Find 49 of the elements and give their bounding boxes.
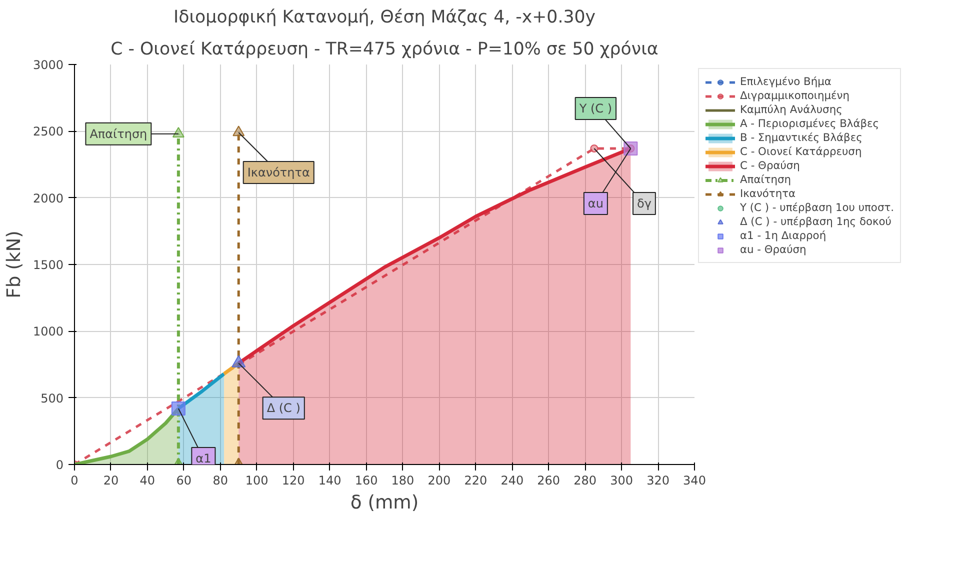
annotation: α1 [196,452,212,466]
annotation: Δ (C ) [266,401,300,416]
y-tick-label: 1500 [32,258,64,272]
x-tick-label: 320 [646,474,670,488]
x-tick-label: 260 [537,474,560,488]
x-tick-label: 60 [176,474,192,488]
y-tick-label: 3000 [32,58,64,72]
legend-label: Δ (C ) - υπέρβαση 1ης δοκού [740,215,892,228]
x-tick-label: 200 [428,474,451,488]
legend-label: A - Περιορισμένες Βλάβες [740,117,880,130]
x-tick-label: 100 [245,474,268,488]
y-axis-title: Fb (kN) [4,230,25,298]
x-tick-label: 340 [683,474,706,488]
legend-label: α1 - 1η Διαρροή [740,229,826,242]
legend-label: Ικανότητα [740,187,796,200]
legend-label: Καμπύλη Ανάλυσης [740,103,842,116]
legend-label: αu - Θραύση [740,243,806,256]
x-tick-label: 140 [318,474,342,488]
legend-label: Υ (C ) - υπέρβαση 1ου υποστ. [740,201,894,214]
x-tick-label: 280 [574,474,597,488]
y-tick-label: 1000 [32,324,64,339]
legend-label: B - Σημαντικές Βλάβες [740,131,862,144]
y-tick-label: 500 [40,391,64,406]
y-tick-label: 2500 [32,124,64,139]
legend-label: C - Θραύση [740,159,800,172]
x-tick-label: 160 [354,474,378,488]
x-tick-label: 20 [103,474,119,488]
legend-label: Επιλεγμένο Βήμα [740,75,832,88]
x-tick-label: 0 [70,474,78,488]
chart-title: Ιδιομορφική Κατανομή, Θέση Μάζας 4, -x+0.30y [173,8,596,28]
annotation: Απαίτηση [90,126,148,141]
x-tick-label: 40 [140,474,156,488]
y-tick-label: 2000 [32,191,64,206]
legend-label: Απαίτηση [740,173,792,186]
annotation: αu [588,196,604,210]
x-tick-label: 120 [282,474,305,488]
annotation: Υ (C ) [578,102,612,116]
x-tick-label: 300 [610,474,634,488]
x-tick-label: 180 [391,474,414,488]
y-tick-label: 0 [56,458,64,472]
chart-subtitle: C - Οιονεί Κατάρρευση - TR=475 χρόνια - P=10% σε 50 χρόνια [110,40,658,60]
x-tick-label: 240 [500,474,524,488]
x-tick-label: 80 [212,474,228,488]
annotation: Ικανότητα [247,166,310,180]
x-tick-label: 220 [464,474,488,488]
legend-label: C - Οιονεί Κατάρρευση [740,145,862,158]
legend-label: Διγραμμικοποιημένη [740,89,850,102]
x-axis-title: δ (mm) [350,492,419,514]
annotation: δγ [636,196,652,210]
